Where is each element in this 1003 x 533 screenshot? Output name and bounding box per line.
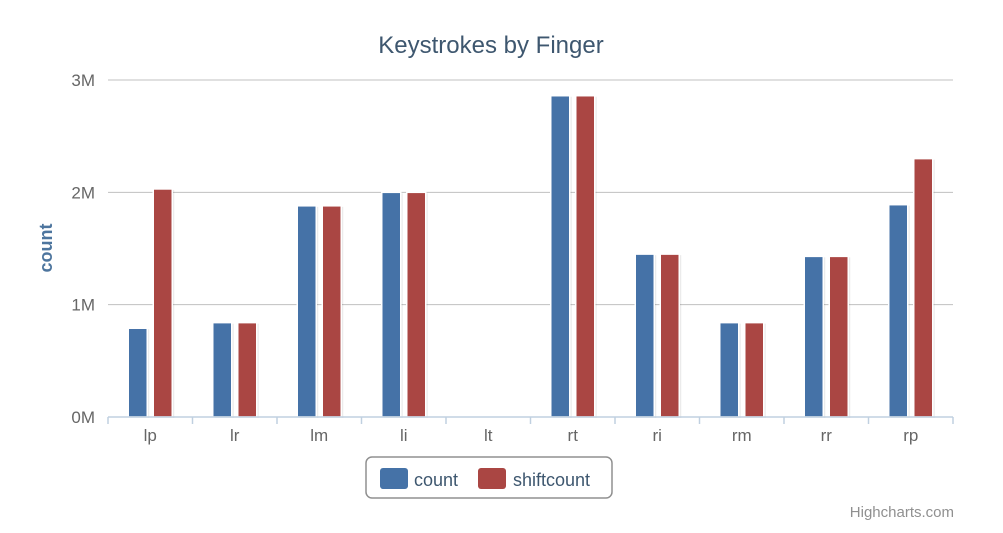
legend: count shiftcount (365, 456, 613, 499)
bar-shiftcount-li[interactable] (406, 191, 427, 418)
bar-count-li[interactable] (381, 191, 402, 418)
x-tick-label: lm (310, 426, 328, 445)
y-axis-ticks: 0M 1M 2M 3M (71, 71, 95, 427)
grid-lines (108, 79, 953, 306)
x-tick-label: ri (653, 426, 662, 445)
bar-count-rm[interactable] (719, 321, 740, 418)
legend-swatch-count (380, 468, 408, 489)
bars (127, 94, 935, 418)
legend-label-shiftcount: shiftcount (513, 470, 590, 490)
y-tick-label: 0M (71, 408, 95, 427)
bar-shiftcount-lr[interactable] (237, 321, 258, 418)
bar-shiftcount-ri[interactable] (659, 253, 680, 418)
bar-shiftcount-rp[interactable] (913, 157, 934, 418)
x-tick-label: lt (484, 426, 493, 445)
bar-shiftcount-rm[interactable] (744, 321, 765, 418)
y-axis-title: count (36, 224, 56, 273)
credits-link[interactable]: Highcharts.com (850, 504, 954, 521)
x-axis: lp lr lm li lt rt ri rm rr rp (107, 416, 954, 445)
x-tick-label: rt (568, 426, 579, 445)
legend-label-count: count (414, 470, 458, 490)
x-tick-label: li (400, 426, 408, 445)
bar-shiftcount-rr[interactable] (828, 255, 849, 418)
bar-shiftcount-lp[interactable] (152, 188, 173, 418)
y-tick-label: 1M (71, 296, 95, 315)
legend-item-shiftcount[interactable]: shiftcount (478, 468, 590, 490)
x-tick-label: rr (821, 426, 833, 445)
bar-count-lp[interactable] (127, 327, 148, 418)
legend-item-count[interactable]: count (380, 468, 458, 490)
bar-shiftcount-rt[interactable] (575, 94, 596, 418)
bar-count-lm[interactable] (296, 205, 317, 418)
x-tick-label: lr (230, 426, 240, 445)
bar-shiftcount-lm[interactable] (321, 205, 342, 418)
bar-count-rt[interactable] (550, 94, 571, 418)
bar-count-ri[interactable] (634, 253, 655, 418)
bar-count-rp[interactable] (888, 203, 909, 418)
y-tick-label: 2M (71, 183, 95, 202)
y-tick-label: 3M (71, 71, 95, 90)
bar-count-lr[interactable] (212, 321, 233, 418)
x-tick-label: rp (903, 426, 918, 445)
bar-count-rr[interactable] (803, 255, 824, 418)
chart-title: Keystrokes by Finger (378, 32, 603, 59)
x-tick-label: lp (144, 426, 157, 445)
legend-swatch-shiftcount (478, 468, 506, 489)
x-tick-label: rm (732, 426, 752, 445)
